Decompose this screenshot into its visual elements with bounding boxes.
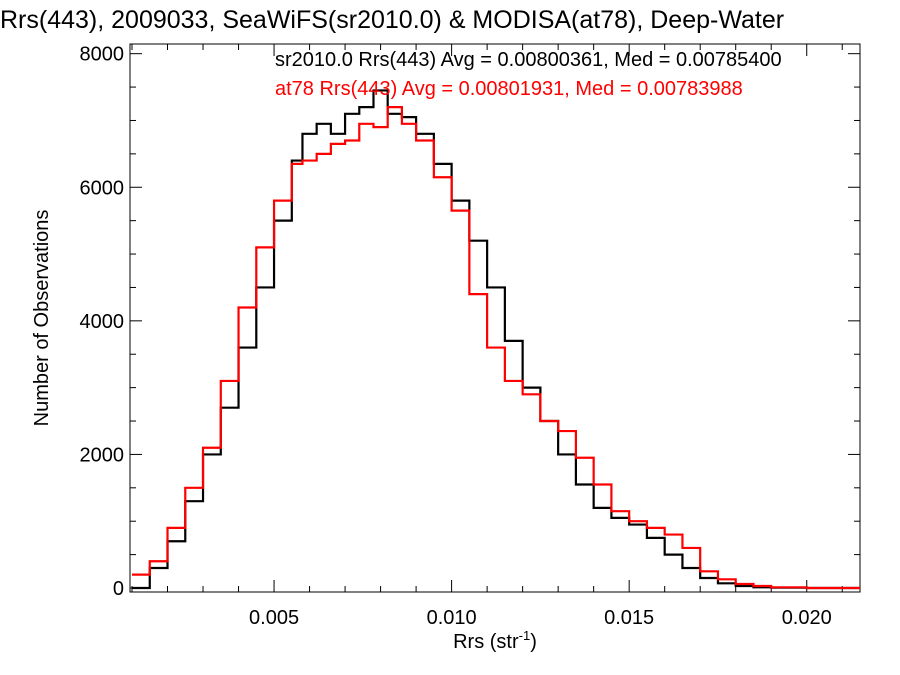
plot-frame: [129, 43, 861, 593]
axis-tick-labels: 0.005 0.010 0.015 0.020 0 2000 4000 6000 8000: [80, 44, 832, 629]
y-axis-title: Number of Observations: [31, 210, 53, 427]
axis-ticks: [130, 44, 860, 592]
x-axis-title-close: ): [530, 631, 537, 653]
y-tick-label: 2000: [80, 444, 125, 466]
x-tick-label: 0.020: [782, 607, 832, 629]
y-tick-label: 0: [113, 578, 124, 600]
x-tick-label: 0.010: [427, 607, 477, 629]
y-tick-label: 6000: [80, 177, 125, 199]
x-tick-label: 0.015: [604, 607, 654, 629]
annotation-at78: at78 Rrs(443) Avg = 0.00801931, Med = 0.…: [275, 78, 743, 100]
series-line-sr2010: [132, 89, 860, 590]
chart-title: Rrs(443), 2009033, SeaWiFS(sr2010.0) & M…: [0, 6, 784, 34]
y-tick-label: 8000: [80, 44, 125, 66]
x-tick-label: 0.005: [249, 607, 299, 629]
series-line-at78: [132, 106, 860, 590]
x-axis-title: Rrs (str-1): [453, 628, 537, 653]
x-axis-title-main: Rrs (str: [453, 631, 519, 653]
data-series: [132, 89, 860, 590]
x-axis-title-superscript: -1: [519, 628, 531, 643]
annotation-sr2010: sr2010.0 Rrs(443) Avg = 0.00800361, Med …: [275, 49, 782, 71]
y-tick-label: 4000: [80, 311, 125, 333]
